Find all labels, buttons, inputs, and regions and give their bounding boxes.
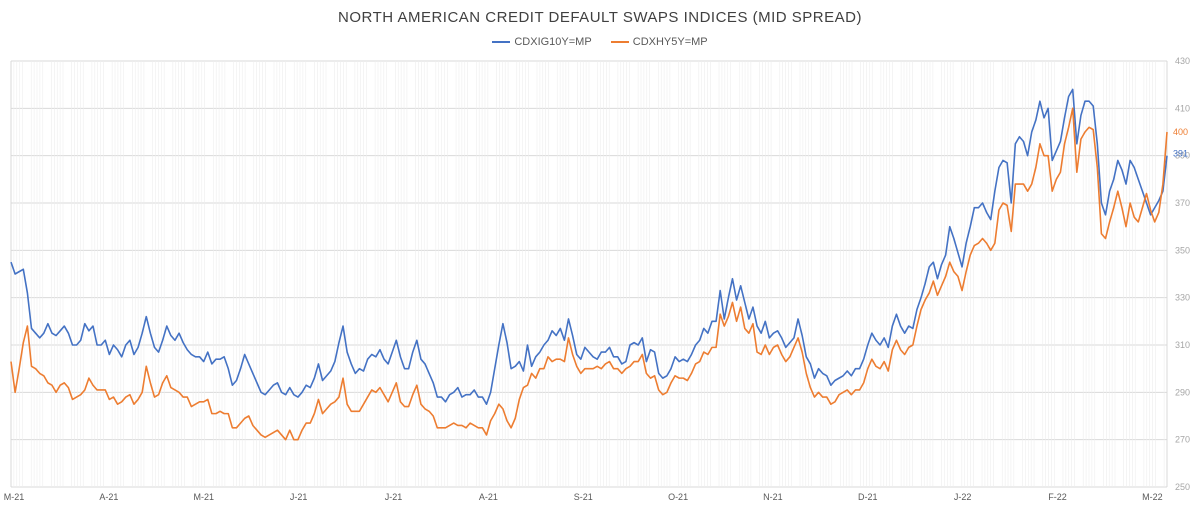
legend-item-ig: CDXIG10Y=MP: [492, 36, 592, 48]
x-tick-label-5: A-21: [479, 492, 498, 502]
x-tick-label-7: O-21: [668, 492, 688, 502]
y-tick-label-5: 350: [1175, 245, 1190, 255]
x-tick-label-9: D-21: [858, 492, 878, 502]
x-tick-label-8: N-21: [763, 492, 783, 502]
y-tick-label-9: 430: [1175, 56, 1190, 66]
y-tick-label-0: 250: [1175, 482, 1190, 492]
series-line-ig: [10, 88, 1168, 405]
chart-title: NORTH AMERICAN CREDIT DEFAULT SWAPS INDI…: [338, 9, 862, 26]
x-tick-label-12: M-22: [1142, 492, 1163, 502]
legend-label-hy: CDXHY5Y=MP: [632, 36, 708, 48]
legend-item-hy: CDXHY5Y=MP: [610, 36, 708, 48]
y-tick-label-7: 390: [1175, 151, 1190, 161]
x-tick-label-4: J-21: [385, 492, 403, 502]
series-line-hy: [10, 107, 1168, 441]
x-tick-label-2: M-21: [193, 492, 214, 502]
end-label-hy: 400: [1173, 127, 1188, 137]
y-tick-label-6: 370: [1175, 198, 1190, 208]
legend-label-ig: CDXIG10Y=MP: [514, 36, 592, 48]
y-tick-label-4: 330: [1175, 293, 1190, 303]
y-tick-label-8: 410: [1175, 103, 1190, 113]
chart-legend: CDXIG10Y=MP CDXHY5Y=MP: [0, 34, 1200, 48]
y-tick-label-1: 270: [1175, 435, 1190, 445]
x-tick-label-0: M-21: [4, 492, 25, 502]
x-tick-label-11: F-22: [1048, 492, 1067, 502]
x-tick-label-6: S-21: [574, 492, 593, 502]
legend-swatch-hy: [610, 41, 629, 43]
y-tick-label-2: 290: [1175, 387, 1190, 397]
x-tick-label-3: J-21: [290, 492, 308, 502]
x-tick-label-1: A-21: [99, 492, 118, 502]
x-tick-label-10: J-22: [954, 492, 972, 502]
legend-swatch-ig: [492, 41, 511, 43]
y-tick-label-3: 310: [1175, 340, 1190, 350]
end-label-ig: 391: [1173, 148, 1188, 158]
